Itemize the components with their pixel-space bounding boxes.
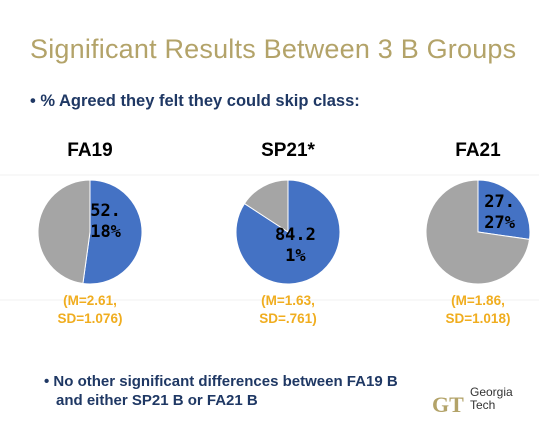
value-label: 27.27%	[484, 192, 515, 234]
pie-slice	[235, 179, 341, 285]
value-label: 84.21%	[274, 224, 316, 266]
bullet-text: % Agreed they felt they could skip class…	[40, 92, 360, 110]
annotation: (M=1.63,	[261, 293, 315, 308]
chart-title: FA21	[455, 140, 501, 161]
annotation: SD=.761)	[259, 311, 317, 326]
logo-text: Georgia Tech	[470, 386, 513, 412]
bullet: • % Agreed they felt they could skip cla…	[30, 92, 360, 110]
pie-slice	[243, 179, 289, 233]
chart-title: SP21*	[261, 140, 315, 161]
annotation: SD=1.018)	[445, 311, 511, 326]
value-label: 52.18%	[90, 201, 121, 243]
logo-line: Georgia	[470, 385, 513, 399]
pies	[37, 179, 531, 285]
logo-line: Tech	[470, 398, 496, 412]
annotation: (M=2.61,	[63, 293, 117, 308]
annotation: SD=1.076)	[57, 311, 123, 326]
chart-title: FA19	[67, 140, 113, 161]
logo-gt: GT	[432, 392, 464, 417]
pie-slice	[425, 179, 531, 285]
footnote-text: No other significant differences between…	[53, 373, 398, 409]
pie-slice	[477, 179, 531, 240]
annotation: (M=1.86,	[451, 293, 505, 308]
footnote: • No other significant differences betwe…	[44, 373, 398, 409]
pie-slice	[37, 179, 91, 285]
slide-title: Significant Results Between 3 B Groups	[30, 34, 517, 64]
pie-slice	[82, 179, 143, 285]
logo-mark: GT	[432, 392, 464, 417]
